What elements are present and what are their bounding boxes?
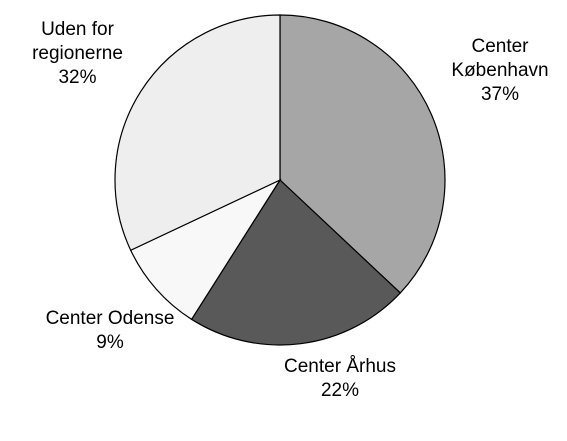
value-label: 22% <box>320 380 360 401</box>
slice-label: Center København 37% <box>440 35 560 107</box>
category-label: Uden for regionerne <box>32 19 123 64</box>
pie-slice <box>279 14 446 294</box>
slice-label: Center Odense 9% <box>45 307 175 355</box>
category-label: Center Århus <box>284 356 396 377</box>
value-label: 9% <box>96 332 124 353</box>
value-label: 37% <box>480 84 520 105</box>
slice-label: Uden for regionerne 32% <box>10 18 145 90</box>
category-label: Center København <box>451 36 549 81</box>
slice-label: Center Århus 22% <box>280 355 400 403</box>
value-label: 32% <box>58 67 97 88</box>
pie-slice <box>129 178 282 321</box>
category-label: Center Odense <box>45 308 175 329</box>
pie-slice <box>190 179 402 346</box>
pie-slice <box>114 14 281 252</box>
